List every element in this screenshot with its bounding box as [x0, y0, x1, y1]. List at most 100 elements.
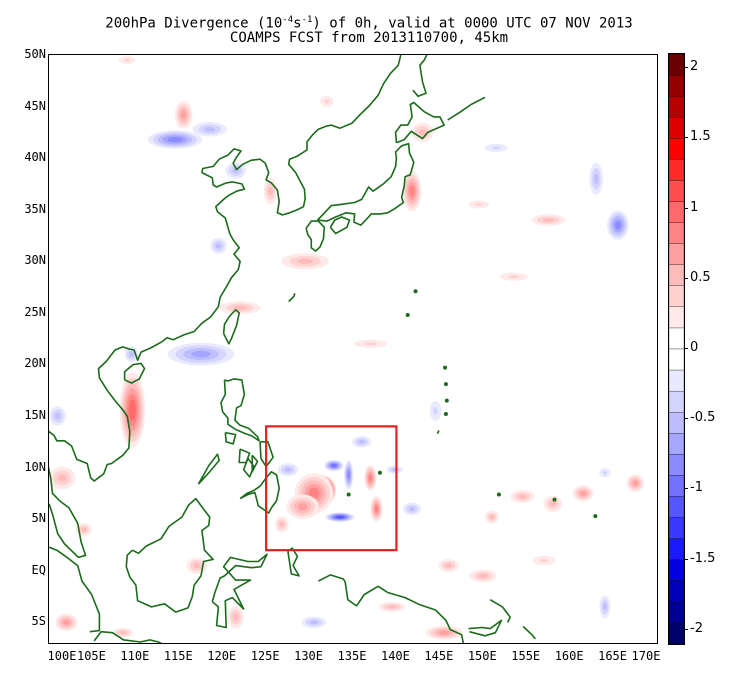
colorbar-tick	[685, 488, 688, 490]
lon-tick-label: 120E	[207, 649, 237, 663]
lat-tick-label: 45N	[24, 98, 46, 113]
coastline-asia-mainland	[49, 55, 402, 559]
chart-subtitle: COAMPS FCST from 2013110700, 45km	[229, 30, 509, 46]
colorbar-swatch	[669, 348, 684, 371]
colorbar-tick-label: -2	[690, 620, 703, 636]
coastline-hainan	[123, 362, 146, 384]
field-contour	[81, 527, 87, 532]
colorbar-tick	[685, 207, 688, 209]
chart-title: 200hPa Divergence (10-4s-1) of 0h, valid…	[0, 12, 738, 33]
field-blob	[438, 559, 459, 573]
field-contour	[358, 440, 365, 444]
field-blob	[49, 466, 76, 490]
field-contour	[297, 503, 308, 511]
field-blob	[274, 516, 289, 533]
coastline-solomon	[522, 625, 537, 640]
coastline-guam	[436, 430, 440, 434]
highlight-box	[265, 425, 398, 552]
colorbar-swatch	[669, 454, 684, 476]
field-contour	[336, 515, 344, 519]
field-blob	[532, 555, 556, 566]
lat-tick-label: 40N	[24, 150, 46, 165]
colorbar-swatch	[669, 369, 684, 392]
field-contour	[602, 470, 608, 475]
field-contour	[368, 474, 373, 482]
colorbar-swatch	[669, 74, 684, 97]
coastline-taiwan	[222, 309, 240, 345]
colorbar-swatch	[669, 496, 684, 518]
field-blob	[378, 602, 406, 612]
colorbar-tick-label: -0.5	[690, 410, 716, 426]
colorbar-swatch	[669, 538, 684, 560]
lat-tick-label: 30N	[24, 253, 46, 268]
colorbar-swatch	[669, 201, 684, 223]
colorbar-swatch	[669, 222, 684, 244]
colorbar-swatch	[669, 117, 684, 139]
field-blob	[364, 465, 377, 491]
field-blob	[344, 460, 354, 490]
field-blob	[599, 468, 611, 478]
field-contour	[233, 305, 247, 310]
island-marker	[377, 470, 382, 475]
lon-tick-label: 160E	[554, 649, 584, 663]
field-contour	[181, 110, 187, 119]
lon-tick-label: 170E	[631, 649, 661, 663]
field-blob	[403, 502, 421, 516]
field-blob	[386, 465, 403, 474]
colorbar-swatch	[669, 433, 684, 455]
colorbar-tick	[685, 628, 688, 630]
field-blob	[227, 605, 244, 629]
field-blob	[210, 237, 227, 254]
field-contour	[491, 146, 501, 150]
coastline-halmahera	[287, 547, 300, 577]
field-contour	[445, 563, 452, 568]
field-contour	[543, 218, 554, 222]
colorbar-swatch	[669, 138, 684, 160]
colorbar-swatch	[669, 285, 684, 308]
field-blob	[370, 496, 383, 522]
field-contour	[268, 187, 273, 196]
coastline-honshu	[316, 142, 415, 226]
lon-tick-label: 125E	[250, 649, 280, 663]
lon-tick-label: 155E	[511, 649, 541, 663]
field-blob	[510, 490, 535, 503]
field-contour	[363, 342, 377, 346]
field-blob	[429, 400, 442, 421]
field-blob	[499, 272, 528, 281]
title-text-prefix: 200hPa Divergence (10	[105, 15, 283, 32]
field-blob	[599, 595, 611, 619]
field-blob	[119, 372, 146, 448]
colorbar-swatch	[669, 159, 684, 181]
island-marker	[413, 289, 418, 294]
lat-tick-label: 50N	[24, 47, 46, 61]
field-contour	[603, 603, 607, 611]
field-contour	[204, 126, 216, 132]
field-blob	[112, 627, 134, 638]
field-contour	[518, 494, 527, 499]
coastline-sumatra	[49, 546, 101, 633]
colorbar-swatch	[669, 390, 684, 413]
coastline-visayas-cebu	[251, 454, 259, 473]
field-contour	[374, 505, 379, 513]
field-contour	[123, 58, 131, 62]
field-blob	[607, 210, 629, 240]
lon-tick-label: 115E	[163, 649, 193, 663]
field-contour	[489, 515, 495, 520]
colorbar-swatch	[669, 412, 684, 434]
lat-tick-label: 15N	[24, 408, 46, 423]
field-contour	[57, 474, 67, 482]
field-contour	[580, 491, 587, 496]
field-contour	[310, 620, 318, 625]
lat-tick-label: 35N	[24, 201, 46, 216]
field-contour	[128, 399, 136, 421]
coastline-shikoku	[329, 216, 351, 235]
field-blob	[49, 406, 66, 426]
colorbar-swatch	[669, 622, 684, 644]
island-marker	[443, 411, 448, 416]
field-blob	[219, 301, 261, 315]
field-contour	[409, 185, 415, 197]
island-marker	[593, 514, 598, 519]
field-blob	[402, 170, 422, 212]
coastline-mindoro	[224, 431, 237, 445]
field-blob	[485, 510, 499, 524]
